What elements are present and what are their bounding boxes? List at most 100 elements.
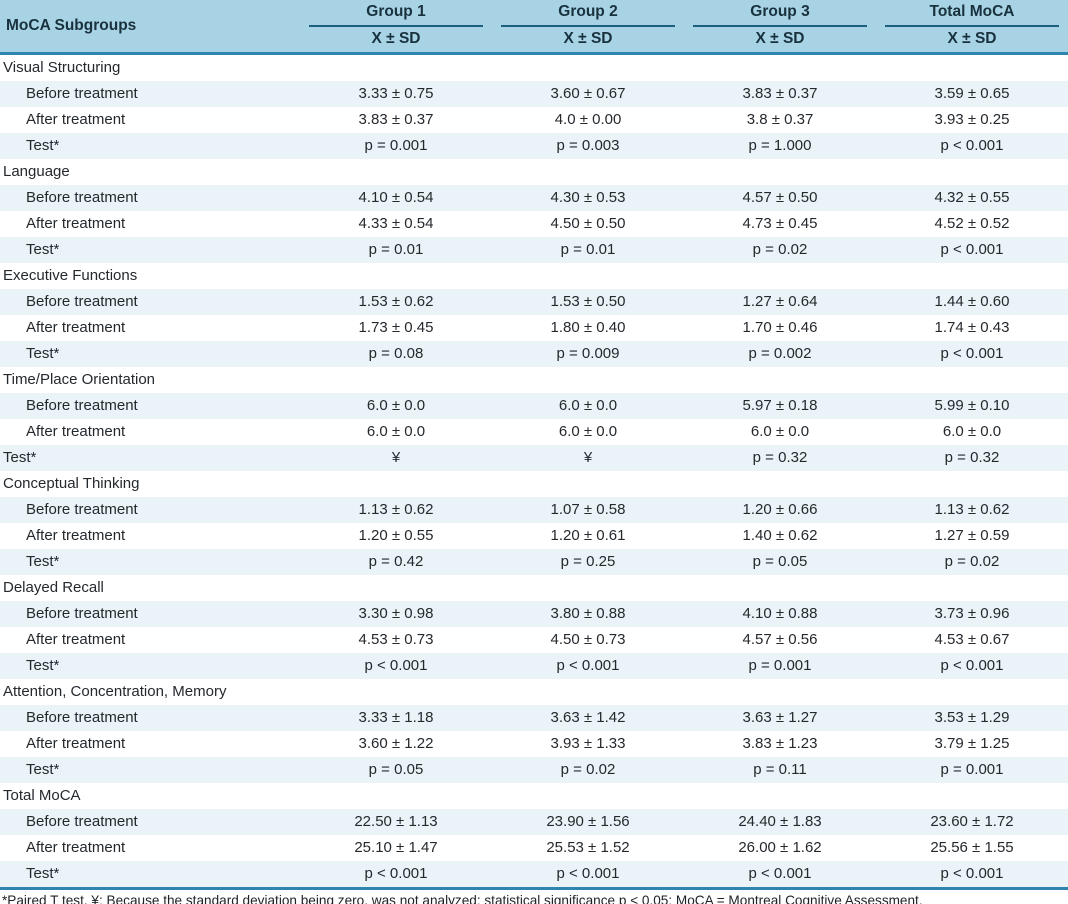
table-header: MoCA Subgroups Group 1 Group 2 Group 3 T…: [0, 0, 1068, 55]
value-cell: 3.63 ± 1.42: [492, 704, 684, 731]
value-cell: p < 0.001: [492, 860, 684, 888]
value-cell: p = 1.000: [684, 132, 876, 159]
value-cell: 1.27 ± 0.64: [684, 288, 876, 315]
table-row: After treatment 4.53 ± 0.73 4.50 ± 0.73 4.5…: [0, 626, 1068, 653]
section-row: Time/Place Orientation: [0, 366, 1068, 393]
value-cell: 23.90 ± 1.56: [492, 808, 684, 835]
row-label: After treatment: [0, 730, 300, 757]
table-row: After treatment 1.20 ± 0.55 1.20 ± 0.61 1.4…: [0, 522, 1068, 549]
table-row: Before treatment 3.33 ± 1.18 3.63 ± 1.42 3.…: [0, 704, 1068, 731]
value-cell: p < 0.001: [300, 860, 492, 888]
row-label: Test*: [0, 236, 300, 263]
value-cell: 1.53 ± 0.50: [492, 288, 684, 315]
value-cell: 4.50 ± 0.73: [492, 626, 684, 653]
table-title-cell: MoCA Subgroups: [0, 0, 300, 55]
table-row: Test* p < 0.001 p < 0.001 p < 0.001 p < 0.00…: [0, 860, 1068, 888]
value-cell: 3.30 ± 0.98: [300, 600, 492, 627]
section-row: Delayed Recall: [0, 574, 1068, 601]
value-cell: p = 0.25: [492, 548, 684, 575]
table-row: Test* p < 0.001 p < 0.001 p = 0.001 p < 0.00…: [0, 652, 1068, 679]
value-cell: 3.60 ± 1.22: [300, 730, 492, 757]
section-label: Total MoCA: [0, 782, 1068, 809]
row-label: Test*: [0, 340, 300, 367]
value-cell: 1.74 ± 0.43: [876, 314, 1068, 341]
value-cell: 6.0 ± 0.0: [492, 392, 684, 419]
value-cell: 26.00 ± 1.62: [684, 834, 876, 861]
row-label: After treatment: [0, 418, 300, 445]
value-cell: p = 0.02: [876, 548, 1068, 575]
section-label: Time/Place Orientation: [0, 366, 1068, 393]
value-cell: 3.83 ± 1.23: [684, 730, 876, 757]
section-label: Executive Functions: [0, 262, 1068, 289]
value-cell: p = 0.01: [492, 236, 684, 263]
value-cell: p = 0.32: [876, 444, 1068, 471]
value-cell: 6.0 ± 0.0: [684, 418, 876, 445]
table-row: Before treatment 4.10 ± 0.54 4.30 ± 0.53 4.…: [0, 184, 1068, 211]
table-row: After treatment 1.73 ± 0.45 1.80 ± 0.40 1.7…: [0, 314, 1068, 341]
footnote: *Paired T test, ¥: Because the standard …: [2, 892, 923, 904]
value-cell: 4.30 ± 0.53: [492, 184, 684, 211]
value-cell: 1.73 ± 0.45: [300, 314, 492, 341]
value-cell: 1.13 ± 0.62: [876, 496, 1068, 523]
value-cell: 6.0 ± 0.0: [876, 418, 1068, 445]
value-cell: p = 0.003: [492, 132, 684, 159]
table-row: After treatment 25.10 ± 1.47 25.53 ± 1.52 2…: [0, 834, 1068, 861]
table-row: Test* p = 0.42 p = 0.25 p = 0.05 p = 0.02: [0, 548, 1068, 575]
value-cell: 3.33 ± 0.75: [300, 80, 492, 107]
value-cell: 3.73 ± 0.96: [876, 600, 1068, 627]
row-label: Test*: [0, 444, 300, 471]
row-label: Before treatment: [0, 392, 300, 419]
value-cell: p = 0.42: [300, 548, 492, 575]
total-moca-header: Total MoCA: [885, 0, 1059, 27]
group-1-header-cell: Group 1: [300, 0, 492, 27]
section-label: Language: [0, 158, 1068, 185]
section-row: Executive Functions: [0, 262, 1068, 289]
section-row: Visual Structuring: [0, 53, 1068, 81]
value-cell: 4.0 ± 0.00: [492, 106, 684, 133]
section-label: Attention, Concentration, Memory: [0, 678, 1068, 705]
value-cell: 22.50 ± 1.13: [300, 808, 492, 835]
value-cell: p < 0.001: [876, 132, 1068, 159]
row-label: Test*: [0, 548, 300, 575]
value-cell: 1.07 ± 0.58: [492, 496, 684, 523]
table-row: Before treatment 1.13 ± 0.62 1.07 ± 0.58 1.…: [0, 496, 1068, 523]
value-cell: 1.70 ± 0.46: [684, 314, 876, 341]
table-body: Visual Structuring Before treatment 3.33 ±…: [0, 53, 1068, 888]
subheader-xsd-total: X ± SD: [876, 27, 1068, 55]
group-1-header: Group 1: [309, 0, 483, 27]
value-cell: p = 0.001: [300, 132, 492, 159]
value-cell: p = 0.05: [684, 548, 876, 575]
table-row: After treatment 3.60 ± 1.22 3.93 ± 1.33 3.8…: [0, 730, 1068, 757]
value-cell: ¥: [300, 444, 492, 471]
row-label: After treatment: [0, 106, 300, 133]
value-cell: p < 0.001: [876, 860, 1068, 888]
value-cell: 4.57 ± 0.56: [684, 626, 876, 653]
section-row: Attention, Concentration, Memory: [0, 678, 1068, 705]
value-cell: p = 0.32: [684, 444, 876, 471]
value-cell: 4.10 ± 0.54: [300, 184, 492, 211]
row-label: Before treatment: [0, 600, 300, 627]
value-cell: p < 0.001: [876, 236, 1068, 263]
row-label: After treatment: [0, 210, 300, 237]
row-label: After treatment: [0, 314, 300, 341]
value-cell: 3.33 ± 1.18: [300, 704, 492, 731]
total-moca-header-cell: Total MoCA: [876, 0, 1068, 27]
section-row: Language: [0, 158, 1068, 185]
value-cell: 4.50 ± 0.50: [492, 210, 684, 237]
value-cell: 3.79 ± 1.25: [876, 730, 1068, 757]
value-cell: 3.80 ± 0.88: [492, 600, 684, 627]
table-row: Test* p = 0.001 p = 0.003 p = 1.000 p < 0.00…: [0, 132, 1068, 159]
value-cell: p < 0.001: [876, 340, 1068, 367]
table-row: Before treatment 6.0 ± 0.0 6.0 ± 0.0 5.97 ±…: [0, 392, 1068, 419]
value-cell: 6.0 ± 0.0: [300, 392, 492, 419]
row-label: Test*: [0, 860, 300, 888]
row-label: Before treatment: [0, 704, 300, 731]
row-label: Test*: [0, 132, 300, 159]
table-row: Test* p = 0.08 p = 0.009 p = 0.002 p < 0.001: [0, 340, 1068, 367]
value-cell: 3.83 ± 0.37: [300, 106, 492, 133]
value-cell: 1.44 ± 0.60: [876, 288, 1068, 315]
value-cell: 3.53 ± 1.29: [876, 704, 1068, 731]
value-cell: 3.63 ± 1.27: [684, 704, 876, 731]
